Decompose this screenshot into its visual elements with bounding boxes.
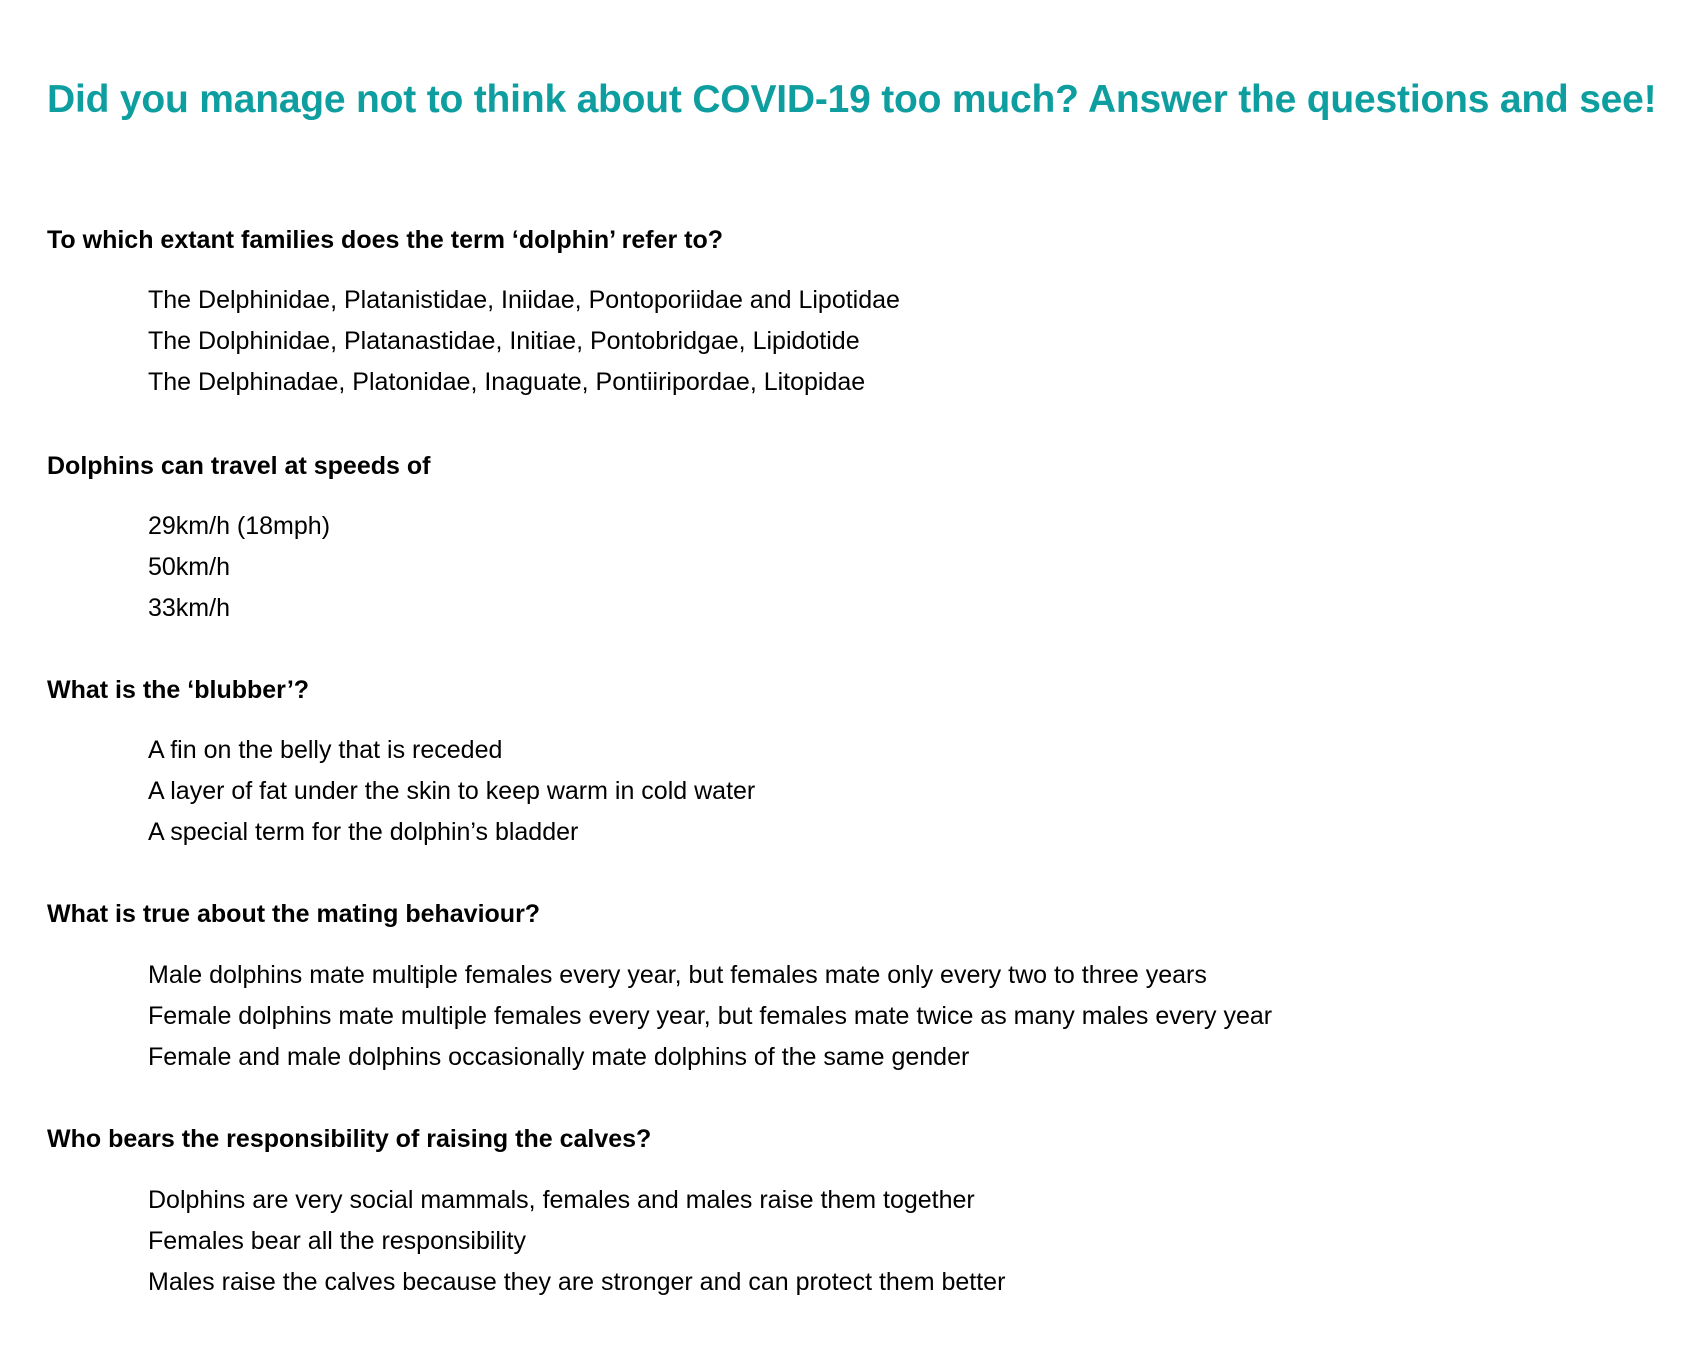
question-2: Dolphins can travel at speeds of (47, 452, 431, 480)
answer-option: The Delphinadae, Platonidae, Inaguate, P… (148, 368, 866, 396)
answer-option: Female dolphins mate multiple females ev… (148, 1002, 1273, 1030)
question-1: To which extant families does the term ‘… (47, 226, 724, 254)
answer-option: A layer of fat under the skin to keep wa… (148, 777, 756, 805)
question-5: Who bears the responsibility of raising … (47, 1125, 652, 1153)
answer-option: A fin on the belly that is receded (148, 736, 503, 764)
answer-option: Males raise the calves because they are … (148, 1268, 1006, 1296)
answer-option: 33km/h (148, 594, 230, 622)
page-title: Did you manage not to think about COVID-… (47, 78, 1657, 121)
question-4: What is true about the mating behaviour? (47, 900, 541, 928)
question-4-options: Male dolphins mate multiple females ever… (148, 955, 1272, 1078)
question-3-options: A fin on the belly that is receded A lay… (148, 730, 755, 853)
question-2-options: 29km/h (18mph) 50km/h 33km/h (148, 506, 330, 629)
answer-option: A special term for the dolphin’s bladder (148, 818, 579, 846)
answer-option: Females bear all the responsibility (148, 1227, 526, 1255)
answer-option: 50km/h (148, 553, 230, 581)
question-1-options: The Delphinidae, Platanistidae, Iniidae,… (148, 280, 900, 403)
question-5-options: Dolphins are very social mammals, female… (148, 1180, 1005, 1303)
answer-option: The Dolphinidae, Platanastidae, Initiae,… (148, 327, 860, 355)
question-3: What is the ‘blubber’? (47, 676, 310, 704)
answer-option: Female and male dolphins occasionally ma… (148, 1043, 970, 1071)
answer-option: Dolphins are very social mammals, female… (148, 1186, 975, 1214)
answer-option: Male dolphins mate multiple females ever… (148, 961, 1207, 989)
answer-option: The Delphinidae, Platanistidae, Iniidae,… (148, 286, 900, 314)
answer-option: 29km/h (18mph) (148, 512, 331, 540)
